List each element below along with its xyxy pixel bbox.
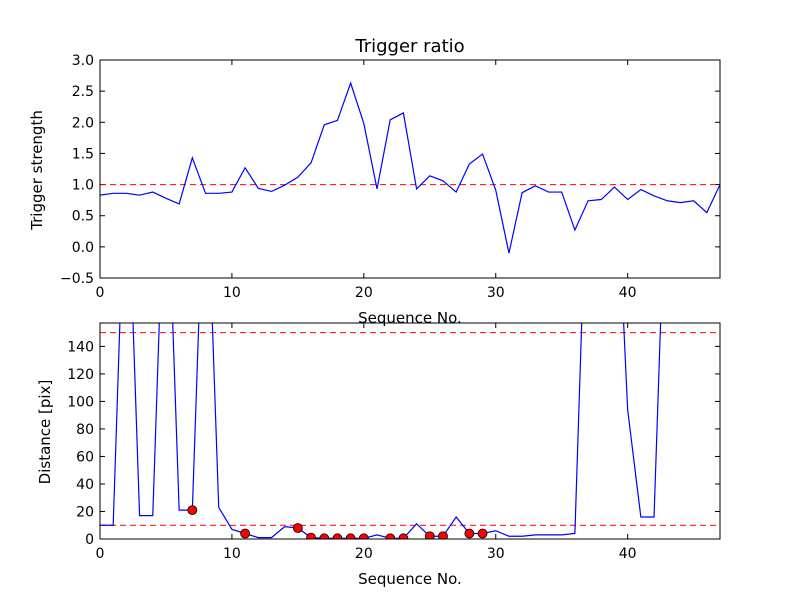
y-tick-label: 140: [67, 339, 94, 355]
y-tick-label: 80: [76, 422, 94, 438]
x-tick-label: 30: [487, 546, 505, 562]
x-axis-label: Sequence No.: [358, 570, 462, 588]
y-tick-label: 20: [76, 504, 94, 520]
y-axis-label: Trigger strength: [28, 110, 46, 231]
series-line: [100, 323, 662, 539]
data-point-marker: [306, 532, 316, 539]
y-tick-label: 0.5: [72, 209, 94, 225]
data-point-marker: [187, 505, 198, 516]
y-tick-label: 2.0: [72, 115, 94, 131]
data-point-marker: [319, 533, 330, 539]
plot-area: [100, 323, 720, 539]
x-tick-label: 30: [487, 285, 505, 301]
plot-area: [100, 81, 720, 254]
x-tick-label: 40: [619, 285, 637, 301]
x-tick-label: 10: [223, 546, 241, 562]
distance-chart: Sequence No. Distance [pix] 0 10 20 30 40 0 20…: [36, 322, 721, 588]
y-tick-label: 3.0: [72, 53, 94, 69]
y-tick-label: 0: [85, 532, 94, 548]
data-point-marker: [438, 531, 448, 539]
data-point-marker: [332, 533, 343, 539]
series-line: [100, 81, 720, 254]
data-point-marker: [292, 523, 303, 533]
data-point-marker: [464, 528, 475, 539]
x-tick-label: 10: [223, 285, 241, 301]
y-tick-label: 60: [76, 449, 94, 465]
y-tick-label: 120: [67, 367, 94, 383]
chart-title: Trigger ratio: [354, 36, 464, 57]
trigger-ratio-chart: Trigger ratio Sequence No. Trigger stren…: [28, 36, 721, 327]
y-tick-label: 100: [67, 394, 94, 410]
x-axis-label: Sequence No.: [358, 309, 462, 327]
data-point-marker: [358, 533, 369, 539]
x-tick-label: 40: [619, 546, 637, 562]
y-axis-label: Distance [pix]: [36, 380, 54, 485]
tick-group: 0 10 20 30 40 −0.5 0.0 0.5 1.0 1.5 2.0 2.5 3.0: [60, 53, 720, 301]
data-point-marker: [424, 531, 435, 539]
tick-group: 0 10 20 30 40 0 20 40 60 80 100 120 140: [67, 323, 720, 562]
x-tick-label: 0: [96, 285, 105, 301]
y-tick-label: 40: [76, 477, 94, 493]
y-tick-label: 0.0: [72, 240, 94, 256]
data-point-marker: [477, 528, 488, 539]
axes-frame: [99, 59, 721, 279]
data-point-marker: [240, 528, 251, 539]
y-tick-label: 1.0: [72, 178, 94, 194]
y-tick-label: 1.5: [72, 146, 94, 162]
y-tick-label: −0.5: [60, 271, 94, 287]
x-tick-label: 20: [355, 546, 373, 562]
axes-frame: [99, 322, 721, 540]
data-point-marker: [385, 533, 396, 539]
y-tick-label: 2.5: [72, 84, 94, 100]
x-tick-label: 0: [96, 546, 105, 562]
x-tick-label: 20: [355, 285, 373, 301]
data-point-marker: [345, 533, 356, 539]
data-point-marker: [398, 533, 409, 539]
